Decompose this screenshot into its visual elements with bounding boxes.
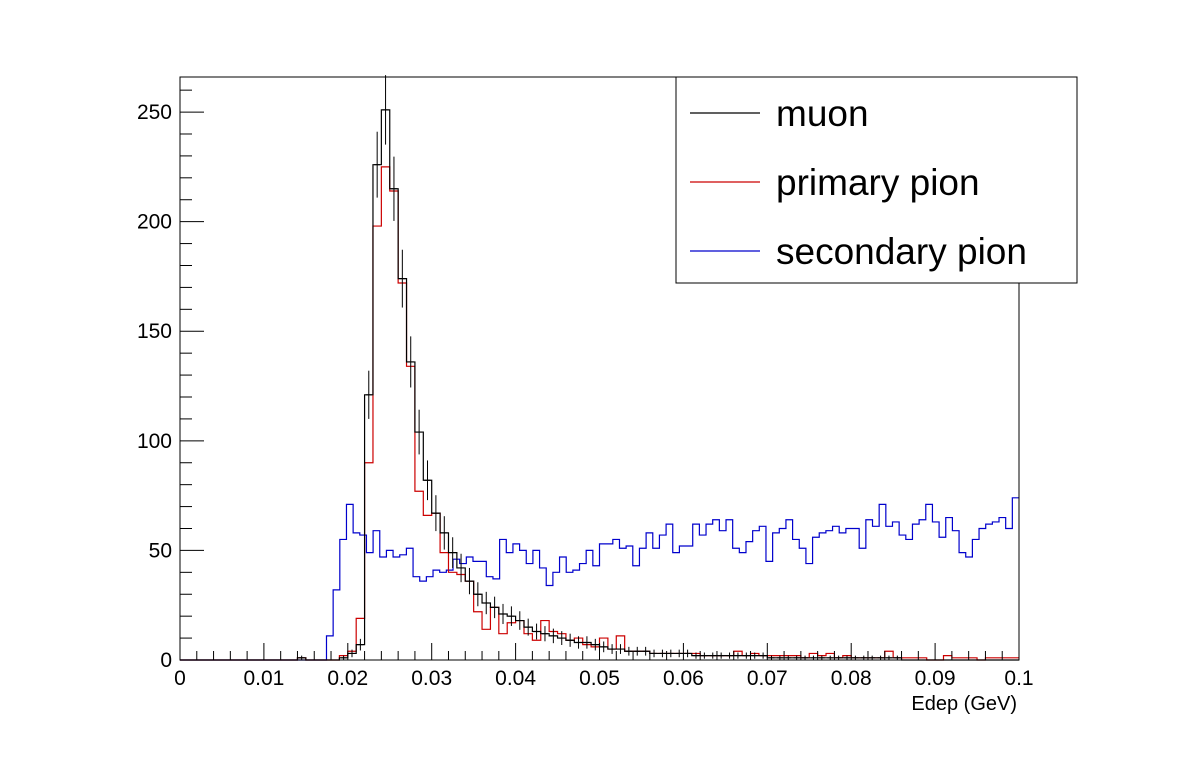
series-secondary-pion bbox=[180, 497, 1019, 661]
y-tick-label: 200 bbox=[137, 211, 172, 234]
legend-label: muon bbox=[776, 93, 869, 134]
x-axis-tick-labels: 0 0.01 0.02 0.03 0.04 0.05 0.06 0.07 0.08 0.09 0.1 bbox=[174, 667, 1033, 690]
y-tick-label: 0 bbox=[160, 649, 172, 672]
y-tick-label: 150 bbox=[137, 320, 172, 343]
x-tick-label: 0.1 bbox=[1004, 667, 1033, 690]
x-tick-label: 0.07 bbox=[747, 667, 788, 690]
y-axis-tick-labels: 0 50 100 150 200 250 bbox=[137, 101, 172, 672]
legend-box bbox=[675, 76, 1078, 284]
y-tick-label: 100 bbox=[137, 430, 172, 453]
series-line-secondary-pion bbox=[180, 497, 1019, 661]
x-tick-label: 0.01 bbox=[243, 667, 284, 690]
x-tick-label: 0.06 bbox=[663, 667, 704, 690]
x-tick-label: 0.09 bbox=[915, 667, 956, 690]
legend-label: primary pion bbox=[776, 162, 980, 203]
x-axis-title: Edep (GeV) bbox=[911, 693, 1017, 715]
x-axis-ticks bbox=[179, 643, 1020, 660]
x-tick-label: 0.05 bbox=[579, 667, 620, 690]
x-tick-label: 0 bbox=[174, 667, 186, 690]
y-axis-ticks bbox=[180, 89, 204, 661]
x-tick-label: 0.03 bbox=[411, 667, 452, 690]
y-tick-label: 50 bbox=[149, 539, 172, 562]
legend-entry: secondary pion bbox=[690, 231, 1027, 272]
legend-label: secondary pion bbox=[776, 231, 1027, 272]
y-tick-label: 250 bbox=[137, 101, 172, 124]
x-tick-label: 0.02 bbox=[327, 667, 368, 690]
x-tick-label: 0.08 bbox=[831, 667, 872, 690]
x-tick-label: 0.04 bbox=[495, 667, 536, 690]
legend-entries: muon primary pion secondary pion bbox=[690, 93, 1027, 272]
legend: muon primary pion secondary pion bbox=[675, 76, 1078, 284]
legend-entry: muon bbox=[690, 93, 869, 134]
legend-entry: primary pion bbox=[690, 162, 980, 203]
